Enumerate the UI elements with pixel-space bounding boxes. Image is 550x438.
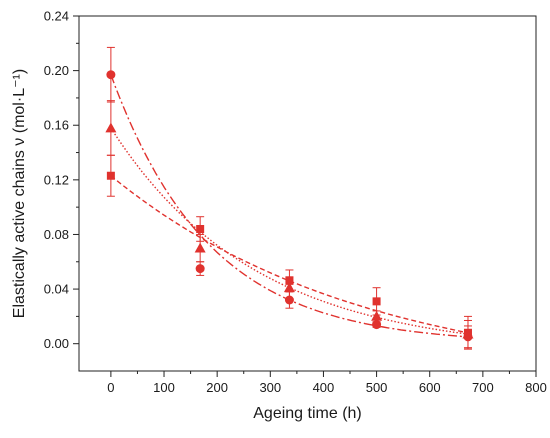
data-point [284, 295, 294, 305]
x-tick-label: 100 [153, 380, 175, 395]
x-tick-label: 200 [206, 380, 228, 395]
y-tick-label: 0.00 [44, 336, 69, 351]
series-layer [105, 46, 474, 350]
data-point [106, 70, 116, 80]
data-point [196, 225, 205, 233]
data-point [463, 328, 472, 337]
data-point [106, 171, 115, 180]
x-tick-label: 0 [107, 380, 114, 395]
x-tick-label: 800 [525, 380, 547, 395]
data-point [195, 264, 205, 274]
x-axis-title: Ageing time (h) [253, 405, 362, 422]
y-tick-label: 0.24 [44, 9, 69, 24]
axis-ticks [73, 15, 537, 377]
fit-curve [110, 175, 469, 334]
fit-curve [110, 127, 469, 335]
data-point [194, 242, 206, 253]
y-tick-label: 0.20 [44, 63, 69, 78]
y-tick-label: 0.12 [44, 172, 69, 187]
series-2 [105, 100, 474, 349]
tick-labels: 0 100 200 300 400 500 600 700 800 0.00 0.04 0.08 0.1… [44, 9, 547, 396]
data-point [105, 122, 117, 133]
data-point [285, 276, 294, 285]
x-tick-label: 700 [472, 380, 494, 395]
y-tick-label: 0.04 [44, 282, 69, 297]
series-1 [106, 46, 473, 349]
y-tick-label: 0.16 [44, 118, 69, 133]
x-tick-label: 300 [259, 380, 281, 395]
x-tick-label: 400 [313, 380, 335, 395]
x-tick-label: 500 [366, 380, 388, 395]
data-point [371, 310, 383, 321]
x-tick-label: 600 [419, 380, 441, 395]
data-point [372, 297, 381, 306]
plot-frame [78, 15, 537, 372]
y-tick-label: 0.08 [44, 227, 69, 242]
y-axis-title: Elastically active chains ν (mol·L⁻¹) [11, 69, 28, 318]
series-3 [106, 154, 472, 350]
